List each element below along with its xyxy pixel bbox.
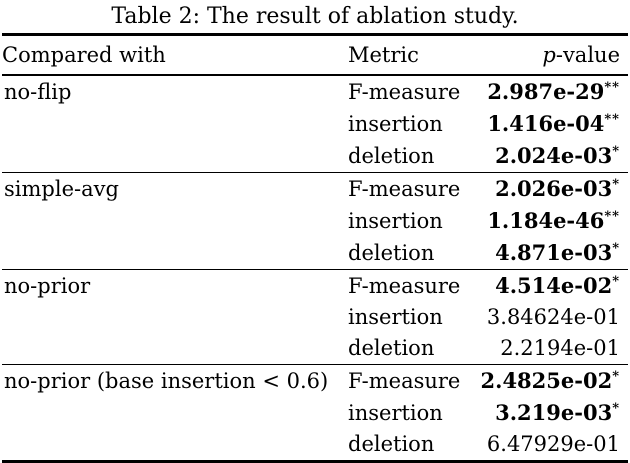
p-value-cell: 2.987e-29** — [466, 75, 628, 108]
significance-stars: * — [612, 144, 620, 159]
p-value-number: 2.2194e-01 — [500, 336, 620, 360]
table-header: Compared with Metric p-value — [2, 34, 628, 76]
compared-with-cell: no-flip — [4, 80, 72, 104]
header-p-value: p-value — [466, 34, 628, 76]
table-row: insertion 1.184e-46** — [2, 205, 628, 237]
group-no-flip: no-flip F-measure 2.987e-29** insertion … — [2, 75, 628, 173]
p-value-number: 4.871e-03 — [495, 240, 613, 265]
significance-stars: ** — [604, 80, 620, 95]
table-row: no-flip F-measure 2.987e-29** — [2, 75, 628, 108]
compared-with-cell — [2, 397, 348, 429]
p-value-number: 2.4825e-02 — [480, 368, 613, 393]
p-value-number: 1.416e-04 — [487, 111, 605, 136]
compared-with-cell — [2, 429, 348, 462]
significance-stars: ** — [604, 209, 620, 224]
p-value-cell: 1.416e-04** — [466, 108, 628, 140]
table-row: deletion 4.871e-03* — [2, 237, 628, 270]
table-row: no-prior (base insertion < 0.6) F-measur… — [2, 365, 628, 398]
p-value-cell: 6.47929e-01 — [466, 429, 628, 462]
group-no-prior: no-prior F-measure 4.514e-02* insertion … — [2, 269, 628, 365]
p-value-number: 3.84624e-01 — [486, 305, 620, 329]
p-value-cell: 4.871e-03* — [466, 237, 628, 270]
compared-with-cell — [2, 108, 348, 140]
significance-stars: * — [612, 241, 620, 256]
p-value-number: 3.219e-03 — [495, 400, 613, 425]
p-value-number: 6.47929e-01 — [486, 432, 620, 456]
metric-cell: F-measure — [348, 369, 461, 393]
compared-with-cell: no-prior — [4, 274, 91, 298]
metric-cell: deletion — [348, 144, 435, 168]
significance-stars: ** — [604, 112, 620, 127]
p-value-number: 2.987e-29 — [487, 79, 605, 104]
compared-with-cell — [2, 140, 348, 173]
p-value-number: 4.514e-02 — [495, 273, 613, 298]
table-caption: Table 2: The result of ablation study. — [111, 4, 519, 29]
compared-with-cell: no-prior (base insertion < 0.6) — [4, 369, 329, 393]
metric-cell: deletion — [348, 336, 435, 360]
table-row: deletion 2.2194e-01 — [2, 333, 628, 365]
metric-cell: deletion — [348, 432, 435, 456]
p-value-cell: 2.4825e-02* — [466, 365, 628, 398]
table-row: simple-avg F-measure 2.026e-03* — [2, 173, 628, 206]
table-row: deletion 2.024e-03* — [2, 140, 628, 173]
p-symbol: p — [542, 43, 556, 67]
compared-with-cell — [2, 302, 348, 333]
group-simple-avg: simple-avg F-measure 2.026e-03* insertio… — [2, 172, 628, 270]
significance-stars: * — [612, 401, 620, 416]
group-no-prior-base-insertion: no-prior (base insertion < 0.6) F-measur… — [2, 364, 628, 462]
significance-stars: * — [612, 369, 620, 384]
metric-cell: F-measure — [348, 80, 461, 104]
metric-cell: insertion — [348, 209, 443, 233]
metric-cell: insertion — [348, 305, 443, 329]
metric-cell: F-measure — [348, 177, 461, 201]
significance-stars: * — [612, 177, 620, 192]
metric-cell: F-measure — [348, 274, 461, 298]
table-row: insertion 3.219e-03* — [2, 397, 628, 429]
table-row: insertion 1.416e-04** — [2, 108, 628, 140]
p-value-number: 2.024e-03 — [495, 143, 613, 168]
header-row: Compared with Metric p-value — [2, 34, 628, 76]
p-value-cell: 2.026e-03* — [466, 173, 628, 206]
p-value-suffix: -value — [555, 43, 620, 67]
p-value-number: 2.026e-03 — [495, 176, 613, 201]
p-value-cell: 1.184e-46** — [466, 205, 628, 237]
metric-cell: insertion — [348, 112, 443, 136]
table-row: deletion 6.47929e-01 — [2, 429, 628, 462]
header-compared-with: Compared with — [2, 34, 348, 76]
header-metric: Metric — [348, 34, 466, 76]
compared-with-cell — [2, 237, 348, 270]
compared-with-cell — [2, 205, 348, 237]
significance-stars: * — [612, 274, 620, 289]
table-row: insertion 3.84624e-01 — [2, 302, 628, 333]
table-row: no-prior F-measure 4.514e-02* — [2, 270, 628, 303]
p-value-cell: 2.2194e-01 — [466, 333, 628, 365]
p-value-number: 1.184e-46 — [487, 208, 605, 233]
p-value-cell: 3.219e-03* — [466, 397, 628, 429]
compared-with-cell — [2, 333, 348, 365]
ablation-results-table: Compared with Metric p-value no-flip F-m… — [2, 33, 628, 463]
p-value-cell: 4.514e-02* — [466, 270, 628, 303]
metric-cell: insertion — [348, 401, 443, 425]
metric-cell: deletion — [348, 241, 435, 265]
p-value-cell: 2.024e-03* — [466, 140, 628, 173]
compared-with-cell: simple-avg — [4, 177, 119, 201]
p-value-cell: 3.84624e-01 — [466, 302, 628, 333]
